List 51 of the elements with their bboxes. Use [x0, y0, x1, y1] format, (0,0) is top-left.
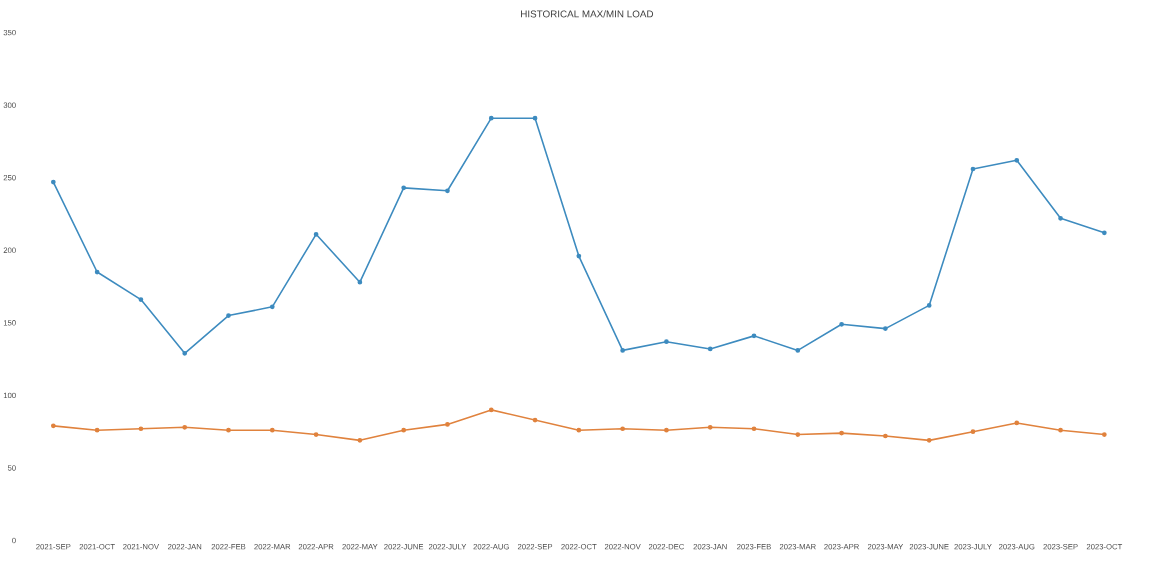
point: [488, 407, 494, 413]
point: [182, 424, 188, 430]
point: [926, 437, 932, 443]
point: [707, 424, 713, 430]
point: [226, 313, 231, 318]
point: [532, 115, 538, 121]
point: [50, 179, 56, 185]
point: [620, 347, 625, 353]
point: [94, 427, 100, 433]
point: [1058, 427, 1063, 433]
point: [313, 231, 319, 237]
point: [751, 333, 757, 339]
point: [50, 423, 56, 429]
point: [926, 302, 932, 308]
point: [839, 321, 844, 327]
point: [883, 326, 888, 331]
point: [707, 346, 713, 352]
point: [620, 426, 625, 431]
point: [357, 279, 363, 285]
point: [1101, 230, 1107, 236]
point: [795, 432, 801, 437]
point: [269, 304, 275, 310]
point: [576, 427, 582, 433]
point: [313, 432, 319, 437]
point: [1014, 420, 1020, 426]
point: [1101, 432, 1107, 437]
point: [138, 426, 144, 431]
point: [226, 427, 231, 433]
point: [751, 426, 757, 431]
point: [357, 437, 363, 443]
point: [664, 427, 669, 433]
point: [94, 269, 100, 275]
point: [445, 421, 450, 427]
point: [1058, 215, 1063, 221]
point: [445, 188, 450, 194]
point: [269, 427, 275, 433]
point: [1014, 157, 1020, 163]
point: [532, 417, 538, 423]
point: [182, 350, 188, 356]
point: [138, 297, 144, 302]
point: [839, 430, 844, 436]
chart-title: HISTORICAL MAX/MIN LOAD: [521, 10, 654, 18]
point: [664, 339, 669, 344]
point: [401, 185, 407, 191]
point: [401, 427, 407, 433]
point: [488, 115, 494, 121]
point: [970, 166, 976, 172]
point: [795, 347, 801, 353]
point: [576, 253, 582, 259]
point: [970, 429, 976, 434]
point: [883, 433, 888, 439]
